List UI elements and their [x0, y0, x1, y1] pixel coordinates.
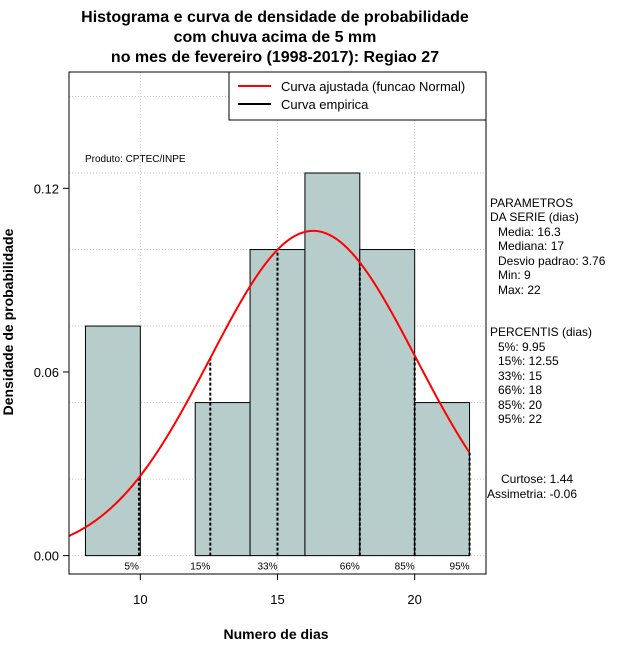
x-tick-label-2: 20	[407, 592, 421, 607]
percentile-label-1: 15%	[190, 562, 210, 573]
chart-title-line-3: no mes de fevereiro (1998-2017): Regiao …	[111, 49, 439, 66]
legend-box	[228, 71, 487, 121]
x-tick-label-0: 10	[133, 592, 147, 607]
percentil-5: 5%: 9.95	[498, 340, 546, 354]
histogram-bar-6	[414, 402, 471, 557]
percentile-label-3: 66%	[340, 562, 360, 573]
stat-desvio: Desvio padrao: 3.76	[498, 254, 606, 268]
stats-panel: PARAMETROS DA SERIE (dias) Media: 16.3 M…	[487, 196, 606, 501]
histogram-bar-0	[84, 325, 141, 557]
y-tick-label-1: 0.06	[34, 365, 59, 380]
legend-label-normal-curve: Curva ajustada (funcao Normal)	[281, 79, 465, 94]
axes: 10 15 20 0.00 0.06 0.12	[34, 181, 422, 607]
y-tick-label-0: 0.00	[34, 549, 59, 564]
y-tick-label-2: 0.12	[34, 181, 59, 196]
stat-curtose: Curtose: 1.44	[501, 472, 573, 486]
y-axis-title: Densidade de probabilidade	[0, 228, 16, 415]
percentile-lines: 5% 15% 33% 66% 85% 95%	[125, 249, 471, 573]
parametros-header-1: PARAMETROS	[490, 196, 573, 210]
histogram-bars	[84, 172, 471, 557]
stat-min: Min: 9	[498, 268, 531, 282]
percentile-label-5: 95%	[450, 562, 470, 573]
chart-title-line-2: com chuva acima de 5 mm	[174, 29, 377, 46]
percentil-95: 95%: 22	[498, 412, 542, 426]
percentile-label-4: 85%	[395, 562, 415, 573]
stat-media: Media: 16.3	[498, 225, 561, 239]
stat-max: Max: 22	[498, 283, 541, 297]
x-tick-label-1: 15	[270, 592, 284, 607]
percentile-label-2: 33%	[257, 562, 277, 573]
percentil-33: 33%: 15	[498, 369, 542, 383]
x-axis-title: Numero de dias	[223, 626, 328, 642]
legend-label-empirical: Curva empirica	[281, 97, 369, 112]
histogram-bar-2	[194, 402, 251, 557]
normal-curve-line	[68, 229, 471, 537]
percentil-85: 85%: 20	[498, 398, 542, 412]
product-credit: Produto: CPTEC/INPE	[85, 154, 186, 165]
percentile-label-0: 5%	[125, 562, 140, 573]
percentil-15: 15%: 12.55	[498, 354, 559, 368]
percentis-header: PERCENTIS (dias)	[490, 325, 592, 339]
chart-title-line-1: Histograma e curva de densidade de proba…	[81, 9, 469, 26]
stat-assimetria: Assimetria: -0.06	[487, 487, 577, 501]
histogram-bar-5	[359, 249, 416, 557]
stat-mediana: Mediana: 17	[498, 239, 564, 253]
parametros-header-2: DA SERIE (dias)	[490, 210, 579, 224]
legend: Curva ajustada (funcao Normal) Curva emp…	[228, 71, 487, 121]
percentil-66: 66%: 18	[498, 383, 542, 397]
normal-curve	[68, 229, 471, 537]
